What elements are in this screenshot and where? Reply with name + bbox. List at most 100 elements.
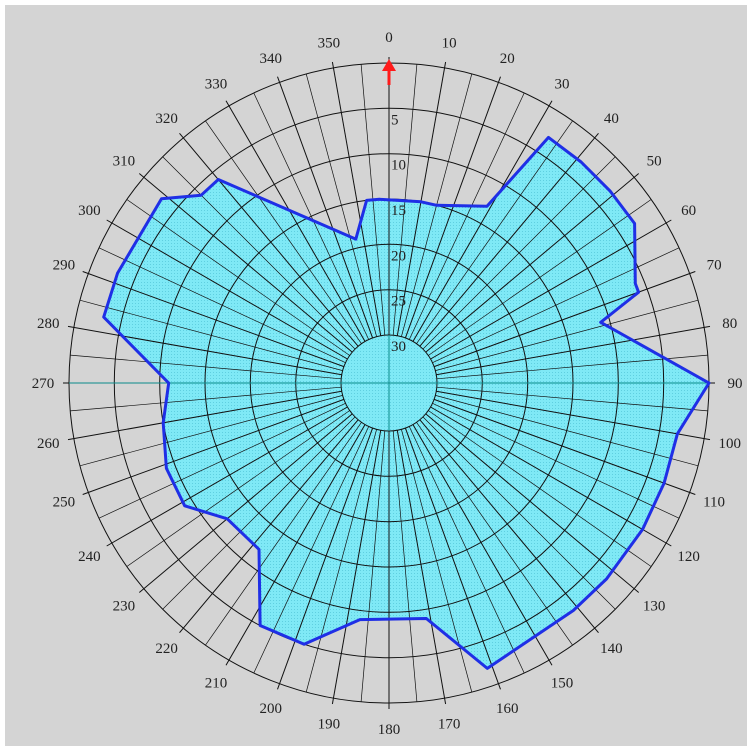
grid-spoke — [305, 429, 377, 693]
grid-spoke — [162, 156, 356, 350]
angle-tick-label: 160 — [496, 701, 519, 717]
angle-tick-label: 120 — [677, 549, 700, 565]
data-point — [547, 136, 550, 139]
grid-spoke — [425, 173, 640, 353]
data-point — [579, 160, 583, 164]
grid-spoke — [436, 325, 711, 376]
grid-spoke — [277, 76, 374, 339]
angle-tick-label: 170 — [438, 717, 461, 733]
angle-tick-label: 80 — [722, 316, 737, 332]
data-point — [485, 205, 489, 208]
data-point — [707, 381, 711, 385]
data-point — [200, 194, 203, 197]
data-point — [641, 528, 644, 531]
grid-spoke — [138, 413, 353, 593]
angle-tick-label: 250 — [53, 494, 76, 510]
polar-chart: 0 10 20 30 40 50 60 70 80 90 100 110 120 130 140 150 160… — [32, 30, 743, 738]
angle-tick-label: 0 — [385, 30, 393, 46]
grid-spoke — [82, 271, 345, 368]
angle-tick-label: 200 — [259, 701, 282, 717]
angle-tick-label: 60 — [681, 203, 696, 219]
data-point — [608, 189, 612, 193]
grid-spoke — [253, 92, 370, 340]
angle-tick-label: 300 — [78, 203, 101, 219]
grid-spoke — [428, 410, 652, 567]
grid-spoke — [432, 402, 680, 519]
grid-spoke — [67, 390, 342, 441]
data-point — [165, 467, 168, 470]
angle-tick-label: 340 — [259, 51, 282, 67]
data-point — [634, 282, 637, 285]
grid-spoke — [433, 398, 696, 495]
grid-spoke — [430, 406, 672, 547]
grid-spoke — [412, 100, 553, 342]
grid-spoke — [126, 410, 350, 567]
angle-tick-label: 100 — [718, 436, 741, 452]
grid-spoke — [70, 354, 342, 380]
angle-tick-label: 270 — [32, 376, 55, 392]
chart-frame: 0 10 20 30 40 50 60 70 80 90 100 110 120 130 140 150 160… — [5, 5, 747, 746]
angle-tick-label: 220 — [155, 641, 178, 657]
data-point — [102, 315, 105, 319]
grid-spoke — [422, 156, 616, 350]
grid-spoke — [331, 430, 382, 705]
data-point — [435, 204, 438, 207]
data-area-outline — [102, 135, 711, 670]
angle-tick-label: 90 — [728, 376, 743, 392]
data-point — [116, 272, 119, 275]
grid-spoke — [70, 386, 342, 412]
data-point — [162, 421, 165, 424]
grid-spoke — [416, 422, 573, 646]
grid-spoke — [360, 430, 386, 702]
angle-tick-label: 230 — [113, 598, 136, 614]
angle-tick-label: 110 — [703, 494, 725, 510]
grid-spoke — [404, 427, 501, 690]
data-point — [419, 200, 423, 203]
grid-spoke — [82, 398, 345, 495]
grid-spoke — [98, 247, 346, 364]
data-point — [662, 481, 666, 485]
grid-spoke — [225, 424, 366, 666]
data-point — [167, 381, 170, 385]
angle-tick-label: 10 — [442, 35, 457, 51]
grid-spoke — [408, 92, 525, 340]
data-point — [633, 222, 636, 225]
grid-spoke — [435, 299, 699, 371]
angle-tick-label: 280 — [37, 316, 60, 332]
grid-spoke — [408, 426, 525, 674]
grid-spoke — [79, 395, 343, 467]
radial-tick-label: 20 — [391, 248, 406, 264]
grid-spoke — [392, 430, 418, 702]
grid-spoke — [428, 199, 652, 356]
grid-spoke — [106, 219, 348, 360]
angle-tick-label: 140 — [600, 641, 623, 657]
grid-spoke — [433, 271, 696, 368]
label-layer: 0 10 20 30 40 50 60 70 80 90 100 110 120 130 140 150 160… — [32, 30, 743, 738]
grid-spoke — [412, 424, 553, 666]
angle-tick-label: 310 — [113, 154, 136, 170]
angle-tick-label: 320 — [155, 111, 178, 127]
grid-spoke — [106, 406, 348, 547]
grid-spoke — [436, 354, 708, 380]
angle-tick-label: 210 — [205, 676, 228, 692]
grid-spoke — [79, 299, 343, 371]
angle-tick-label: 30 — [555, 76, 570, 92]
angle-tick-label: 290 — [53, 258, 76, 274]
grid-spoke — [404, 76, 501, 339]
data-point — [572, 609, 575, 612]
data-point — [354, 237, 357, 241]
data-point — [676, 432, 679, 435]
data-point — [226, 517, 229, 520]
grid-spoke — [225, 100, 366, 342]
angle-tick-label: 190 — [318, 717, 341, 733]
data-point — [302, 643, 306, 646]
grid-spoke — [179, 132, 359, 347]
grid-spoke — [305, 73, 377, 337]
angle-tick-label: 70 — [707, 258, 722, 274]
angle-tick-label: 50 — [647, 154, 662, 170]
angle-tick-label: 40 — [604, 111, 619, 127]
grid-layer — [63, 57, 715, 709]
data-point — [425, 617, 428, 620]
grid-spoke — [205, 422, 362, 646]
grid-spoke — [205, 120, 362, 344]
